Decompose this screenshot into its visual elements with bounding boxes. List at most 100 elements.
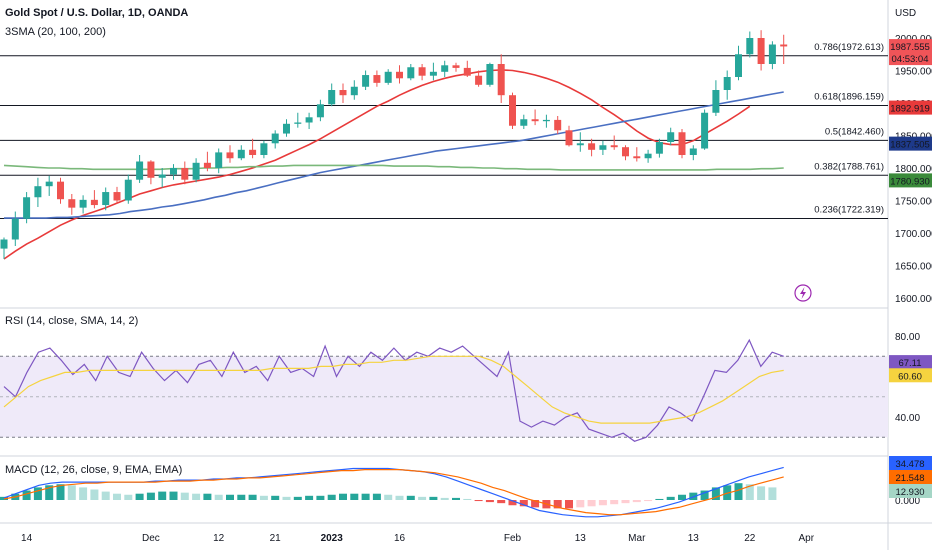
candle[interactable] (610, 135, 618, 150)
candle[interactable] (373, 70, 381, 87)
candle[interactable] (678, 129, 686, 159)
candle-body (170, 168, 177, 175)
candle-body (237, 149, 245, 159)
candle[interactable] (757, 30, 765, 71)
candle[interactable] (113, 186, 121, 204)
candle[interactable] (90, 190, 98, 209)
candle[interactable] (226, 145, 234, 163)
candle[interactable] (441, 60, 449, 77)
candle[interactable] (79, 195, 87, 214)
candle[interactable] (147, 160, 155, 185)
candle[interactable] (689, 145, 697, 161)
candle[interactable] (192, 158, 200, 183)
candle[interactable] (576, 132, 584, 152)
candle[interactable] (452, 62, 460, 72)
candle[interactable] (283, 119, 290, 137)
indicator-label-macd[interactable]: MACD (12, 26, close, 9, EMA, EMA) (5, 464, 182, 476)
candle[interactable] (249, 138, 257, 159)
price-candles[interactable] (0, 30, 788, 259)
candle[interactable] (644, 149, 652, 163)
indicator-label-rsi[interactable]: RSI (14, close, SMA, 14, 2) (5, 315, 138, 327)
candle[interactable] (701, 109, 709, 150)
candle[interactable] (11, 211, 19, 246)
candle[interactable] (203, 151, 211, 172)
candle[interactable] (384, 69, 392, 85)
candle[interactable] (509, 92, 516, 129)
candle[interactable] (780, 34, 788, 64)
candle[interactable] (497, 54, 505, 103)
candle[interactable] (768, 41, 776, 70)
candle-body (11, 218, 19, 240)
candle[interactable] (0, 237, 8, 259)
candle[interactable] (396, 65, 403, 84)
candle[interactable] (565, 125, 573, 147)
candle[interactable] (520, 114, 528, 129)
price-tick-label: 1700.000 (895, 229, 932, 240)
candle[interactable] (350, 80, 358, 100)
candle[interactable] (328, 83, 336, 107)
candle[interactable] (181, 161, 189, 185)
macd-histogram-bar (666, 496, 675, 500)
candle[interactable] (237, 145, 245, 161)
candle[interactable] (136, 155, 144, 183)
candle[interactable] (271, 130, 279, 149)
candle[interactable] (102, 187, 110, 211)
candle-body (723, 77, 731, 90)
candle[interactable] (23, 192, 31, 224)
candle[interactable] (418, 64, 426, 81)
candle[interactable] (633, 147, 641, 162)
candle[interactable] (57, 177, 64, 204)
candle[interactable] (407, 64, 415, 81)
candle[interactable] (622, 145, 629, 161)
macd-histogram-bar (711, 487, 720, 500)
candle[interactable] (215, 148, 223, 174)
macd-histogram-bar (734, 483, 743, 500)
candle[interactable] (158, 168, 166, 188)
candle[interactable] (362, 70, 370, 91)
candle[interactable] (588, 138, 596, 157)
candle-body (475, 75, 483, 85)
candle-body (576, 143, 584, 146)
candle[interactable] (429, 62, 437, 81)
candle[interactable] (746, 31, 754, 58)
candle-body (622, 147, 629, 157)
candle-body (588, 143, 596, 150)
candle[interactable] (554, 116, 562, 135)
macd-histogram-bar (56, 484, 65, 500)
candle[interactable] (735, 45, 742, 81)
candle[interactable] (45, 175, 53, 196)
candle[interactable] (463, 60, 471, 77)
price-tag-bg (889, 100, 932, 115)
candle[interactable] (712, 80, 720, 116)
candle-body (757, 38, 765, 64)
candle[interactable] (667, 127, 675, 146)
candle[interactable] (531, 109, 539, 126)
candle[interactable] (170, 164, 177, 180)
candle[interactable] (542, 114, 550, 128)
candle[interactable] (723, 70, 731, 100)
candle[interactable] (34, 177, 42, 207)
candle[interactable] (339, 83, 347, 104)
fib-label: 0.382(1788.761) (814, 161, 884, 172)
lightning-icon[interactable] (794, 284, 812, 302)
candle[interactable] (68, 194, 76, 215)
candle[interactable] (475, 70, 483, 87)
macd-histogram-bar (259, 495, 268, 500)
time-axis[interactable]: 14 Dec 12 21 2023 16 Feb 13 Mar 13 22 Apr (21, 533, 815, 544)
candle[interactable] (305, 112, 313, 129)
candle[interactable] (260, 140, 268, 159)
time-tick-label: 12 (213, 533, 225, 544)
candle[interactable] (124, 174, 132, 204)
candle-body (0, 239, 8, 249)
candle[interactable] (599, 140, 607, 155)
macd-histogram-bar (463, 498, 472, 500)
candle[interactable] (294, 112, 302, 128)
candle[interactable] (655, 138, 663, 158)
candle-body (452, 65, 460, 68)
indicator-label-sma[interactable]: 3SMA (20, 100, 200) (5, 26, 106, 38)
candle[interactable] (316, 99, 324, 122)
macd-histogram-bar (452, 497, 460, 500)
candle[interactable] (486, 62, 494, 87)
